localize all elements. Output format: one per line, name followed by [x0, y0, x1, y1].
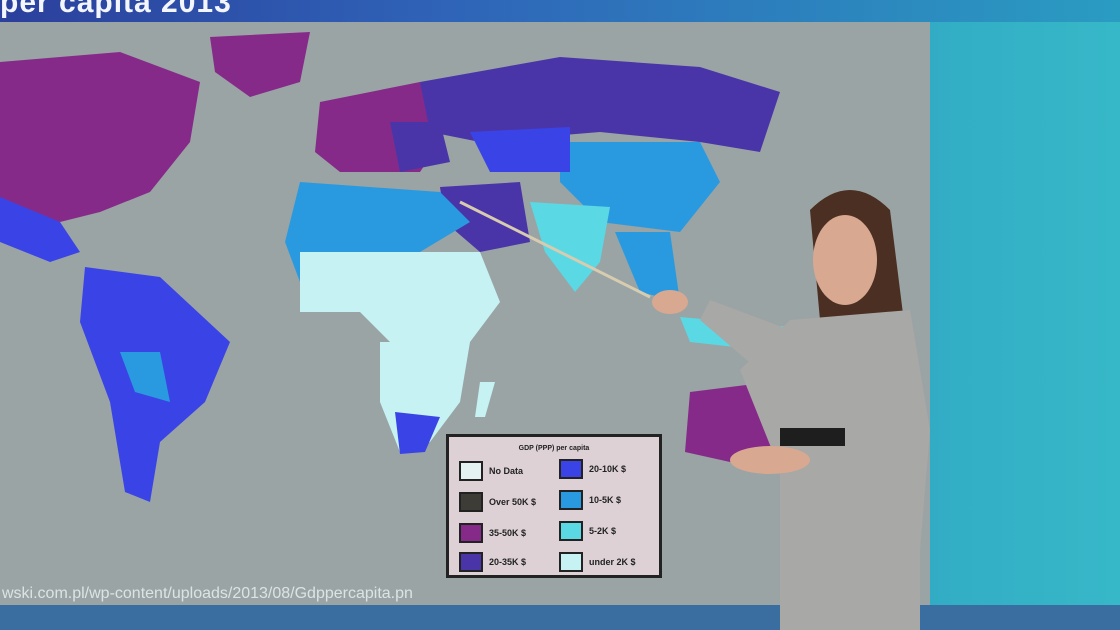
- presenter-dress: [740, 310, 930, 630]
- legend-label: under 2K $: [589, 557, 636, 567]
- legend-item: Over 50K $: [459, 492, 536, 512]
- bolivia: [120, 352, 170, 402]
- legend-item: under 2K $: [559, 552, 636, 572]
- north-america: [0, 52, 200, 222]
- presenter-face: [813, 215, 877, 305]
- slide-title-bar: per capita 2013: [0, 0, 1120, 22]
- presenter-arm: [700, 300, 790, 380]
- legend-label: 20-10K $: [589, 464, 627, 474]
- legend-label: 5-2K $: [589, 526, 617, 536]
- legend-swatch: [459, 552, 483, 572]
- legend-item: 20-35K $: [459, 552, 526, 572]
- legend-swatch: [459, 523, 483, 543]
- legend-item: 5-2K $: [559, 521, 616, 541]
- legend-label: 10-5K $: [589, 495, 622, 505]
- legend-swatch: [559, 490, 583, 510]
- legend-swatch: [459, 492, 483, 512]
- legend-label: 20-35K $: [489, 557, 527, 567]
- presenter-hands-clicker: [730, 446, 810, 474]
- legend-label: Over 50K $: [489, 497, 537, 507]
- legend-label: No Data: [489, 466, 524, 476]
- greenland: [210, 32, 310, 97]
- india: [530, 202, 610, 292]
- map-legend: GDP (PPP) per capita No Data Over 50K $ …: [446, 434, 662, 578]
- legend-item: 10-5K $: [559, 490, 621, 510]
- legend-swatch: [559, 459, 583, 479]
- madagascar: [475, 382, 495, 417]
- pointer-stick: [459, 200, 651, 299]
- legend-item: No Data: [459, 461, 523, 481]
- bottom-bar: [0, 605, 1120, 630]
- presenter-hand: [652, 290, 688, 314]
- legend-item: 35-50K $: [459, 523, 526, 543]
- legend-swatch: [559, 521, 583, 541]
- slide-title: per capita 2013: [0, 0, 232, 19]
- legend-swatch: [559, 552, 583, 572]
- south-africa: [395, 412, 440, 454]
- presenter-belt: [780, 428, 845, 446]
- southeast-asia: [615, 232, 680, 302]
- central-africa: [300, 252, 500, 362]
- presenter: [652, 190, 930, 630]
- mexico: [0, 197, 80, 262]
- middle-east: [440, 182, 530, 252]
- legend-label: 35-50K $: [489, 528, 527, 538]
- legend-item: 20-10K $: [559, 459, 626, 479]
- east-europe: [390, 122, 450, 172]
- legend-swatch: [459, 461, 483, 481]
- kazakhstan: [470, 127, 570, 172]
- legend-title: GDP (PPP) per capita: [518, 445, 590, 452]
- source-url: wski.com.pl/wp-content/uploads/2013/08/G…: [2, 585, 413, 602]
- russia: [420, 57, 780, 152]
